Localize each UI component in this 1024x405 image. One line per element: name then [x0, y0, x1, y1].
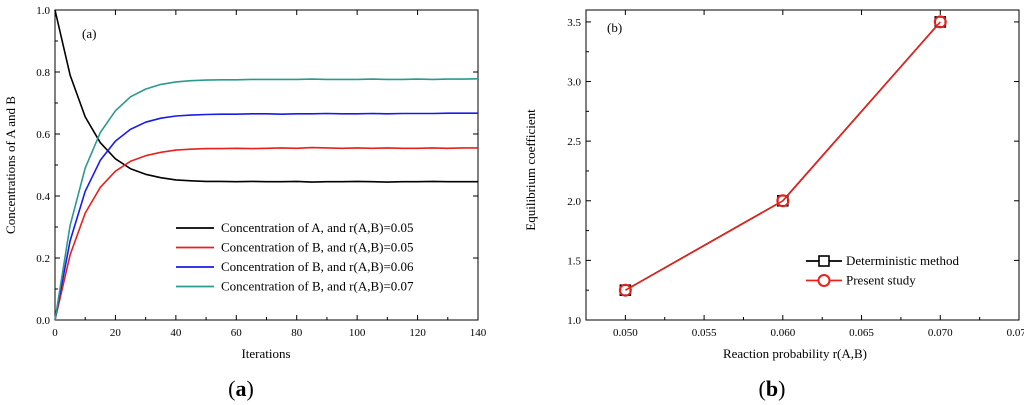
a-x-tick-label-0: 0	[52, 327, 58, 339]
b-legend-label-0: Deterministic method	[846, 253, 960, 268]
panel-a-caption-letter: a	[236, 376, 247, 401]
a-y-tick-label-2: 0.4	[36, 191, 50, 203]
a-legend-label-1: Concentration of B, and r(A,B)=0.05	[221, 240, 414, 255]
a-y-tick-label-1: 0.2	[36, 253, 50, 265]
panel-b-caption-close: )	[778, 376, 785, 401]
panel-a-legend: Concentration of A, and r(A,B)=0.05 Conce…	[176, 220, 414, 294]
a-x-tick-label-2: 40	[170, 327, 182, 339]
panel-a-ticks: 0 20 40 60 80 100 120 140 0.0 0.2 0.4 0.6 0.8 1.0	[36, 5, 487, 339]
panel-b-series	[618, 15, 947, 297]
b-x-tick-label-5: 0.075	[1007, 327, 1024, 339]
a-x-tick-label-6: 120	[409, 327, 426, 339]
a-series-concentration-of-a-and-r-a-b-0-05-line	[54, 9, 478, 183]
panel-b-x-axis-label: Reaction probability r(A,B)	[723, 346, 867, 361]
b-legend-label-1: Present study	[846, 273, 916, 288]
panel-b-ticks: 0.050 0.055 0.060 0.065 0.070 0.075 1.0 1.5 2.0 2…	[567, 10, 1024, 339]
a-x-tick-label-1: 20	[110, 327, 122, 339]
a-series-concentration-of-b-and-r-a-b-0-06-line	[54, 112, 478, 321]
a-y-tick-label-0: 0.0	[36, 315, 50, 327]
b-x-tick-label-0: 0.050	[613, 327, 638, 339]
b-x-tick-label-4: 0.070	[928, 327, 953, 339]
b-y-tick-label-1: 1.5	[567, 255, 581, 267]
panel-a-caption-open: (	[228, 376, 235, 401]
panel-b-tag: (b)	[607, 20, 622, 35]
a-y-tick-label-3: 0.6	[36, 129, 50, 141]
a-series-concentration-of-b-and-r-a-b-0-05-line	[54, 146, 478, 321]
a-y-tick-label-4: 0.8	[36, 67, 50, 79]
b-y-tick-label-3: 2.5	[567, 136, 581, 148]
panel-a-x-axis-label: Iterations	[241, 346, 290, 361]
panel-b-legend: Deterministic method Present study	[806, 253, 960, 288]
a-series-concentration-of-b-and-r-a-b-0-07-line	[54, 78, 479, 321]
a-x-tick-label-5: 100	[349, 327, 366, 339]
panel-b-plot-frame	[585, 9, 1020, 321]
panel-a: 0 20 40 60 80 100 120 140 0.0 0.2 0.4 0.6 0.8 1.0 (a)…	[3, 5, 487, 401]
panel-a-caption-close: )	[247, 376, 254, 401]
b-series-present-study-line	[625, 21, 941, 291]
panel-a-y-axis-label: Concentrations of A and B	[3, 96, 18, 234]
a-x-tick-label-3: 60	[231, 327, 243, 339]
a-x-tick-label-7: 140	[470, 327, 487, 339]
panel-a-series	[54, 9, 479, 321]
b-y-tick-label-5: 3.5	[567, 17, 581, 29]
a-legend-label-2: Concentration of B, and r(A,B)=0.06	[221, 259, 414, 274]
b-legend-marker-1	[817, 274, 831, 287]
panel-b-y-axis-label: Equilibrium coefficient	[523, 109, 538, 231]
panel-b: 0.050 0.055 0.060 0.065 0.070 0.075 1.0 1.5 2.0 2…	[523, 9, 1024, 401]
panel-b-caption: (b)	[759, 376, 786, 401]
b-series-present-study-point-0	[618, 283, 632, 297]
a-y-tick-label-5: 1.0	[36, 5, 50, 17]
b-legend-marker-0	[818, 255, 830, 267]
b-y-tick-label-0: 1.0	[567, 315, 581, 327]
a-legend-label-3: Concentration of B, and r(A,B)=0.07	[221, 279, 414, 294]
panel-a-caption: (a)	[228, 376, 254, 401]
a-legend-label-0: Concentration of A, and r(A,B)=0.05	[221, 220, 414, 235]
a-x-tick-label-4: 80	[291, 327, 303, 339]
b-y-tick-label-4: 3.0	[567, 77, 581, 89]
b-series-present-study-point-1	[776, 194, 790, 208]
b-y-tick-label-2: 2.0	[567, 196, 581, 208]
panel-b-caption-open: (	[759, 376, 766, 401]
b-x-tick-label-3: 0.065	[849, 327, 874, 339]
b-series-deterministic-method-line	[625, 21, 941, 291]
b-series-present-study-point-2	[933, 15, 947, 29]
panel-a-tag: (a)	[82, 26, 96, 41]
panel-b-caption-letter: b	[766, 376, 778, 401]
b-x-tick-label-2: 0.060	[770, 327, 795, 339]
b-x-tick-label-1: 0.055	[692, 327, 717, 339]
